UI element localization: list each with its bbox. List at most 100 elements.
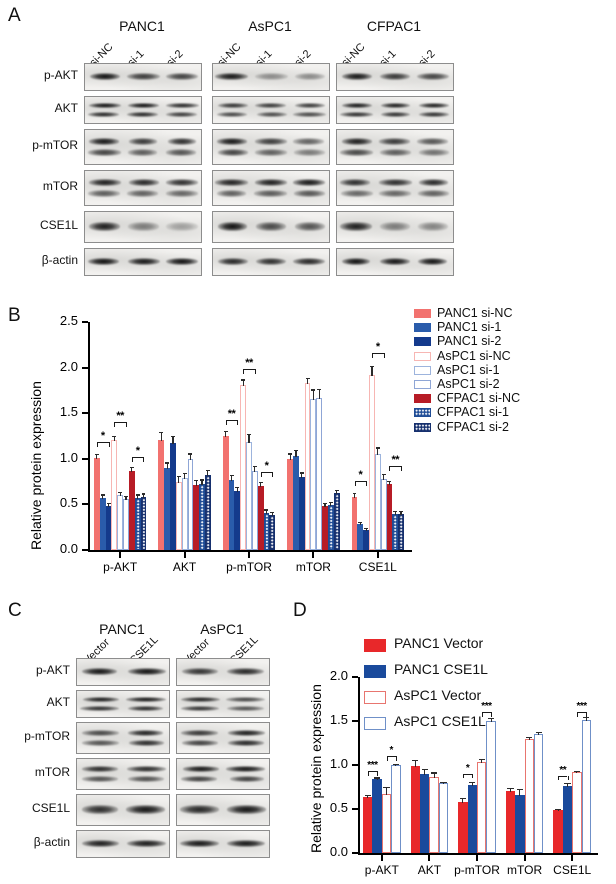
legend-label: CFPAC1 si-1 xyxy=(437,405,510,420)
blot-band xyxy=(380,72,410,81)
y-axis-tick-label: 2.5 xyxy=(59,313,78,328)
error-bar-cap xyxy=(293,450,298,452)
significance-bracket-left xyxy=(225,420,227,426)
error-bar xyxy=(388,480,391,486)
error-bar-cap xyxy=(205,469,210,471)
blot-band xyxy=(293,179,326,186)
blot-box xyxy=(84,96,202,124)
blot-background-texture xyxy=(177,691,269,717)
error-bar-cap xyxy=(288,453,293,455)
error-bar-cap xyxy=(369,365,374,367)
blot-band xyxy=(379,179,413,186)
error-bar xyxy=(125,495,127,500)
blot-band xyxy=(81,804,118,814)
blot-band xyxy=(126,72,160,81)
error-bar xyxy=(509,787,512,793)
legend-item: PANC1 si-2 xyxy=(414,334,614,348)
blot-band xyxy=(229,775,264,782)
blot-cellline-title-panc1: PANC1 xyxy=(119,18,165,34)
y-axis-tick xyxy=(82,412,88,415)
significance-line xyxy=(243,369,255,371)
x-axis-tick xyxy=(312,552,315,558)
blot-protein-label: mTOR xyxy=(42,179,78,193)
legend-swatch xyxy=(414,379,431,389)
blot-background-texture xyxy=(85,97,201,123)
significance-bracket-right xyxy=(272,471,274,477)
error-bar xyxy=(424,768,426,775)
error-bar xyxy=(172,436,174,445)
significance-bracket-left xyxy=(367,771,369,776)
error-bar-cap xyxy=(311,389,316,391)
significance-bracket-right xyxy=(377,771,379,776)
legend-swatch xyxy=(414,309,431,318)
error-bar xyxy=(471,782,473,787)
y-axis-tick xyxy=(352,676,358,678)
significance-line xyxy=(131,456,144,458)
blot-band xyxy=(255,72,288,81)
error-bar-cap xyxy=(252,466,257,468)
blot-band xyxy=(126,839,166,848)
significance-bracket-left xyxy=(576,712,578,717)
y-axis-tick-label: 0.5 xyxy=(329,800,348,815)
blot-band xyxy=(227,839,265,848)
blot-protein-label: mTOR xyxy=(34,765,70,779)
error-bar xyxy=(528,736,530,740)
blot-band xyxy=(82,775,119,782)
error-bar xyxy=(248,434,250,444)
error-bar xyxy=(330,501,332,507)
blot-protein-label: p-AKT xyxy=(35,663,70,677)
y-axis-tick-label: 1.5 xyxy=(59,404,78,420)
blot-box xyxy=(176,658,270,686)
x-axis-category-label: p-mTOR xyxy=(226,560,272,574)
blot-band xyxy=(340,190,373,197)
blot-band xyxy=(126,190,159,197)
blot-protein-label: CSE1L xyxy=(39,218,78,232)
blot-background-texture xyxy=(213,97,329,123)
significance-bracket-left xyxy=(96,442,98,448)
error-bar-cap xyxy=(305,377,310,379)
bar-AKT-AsPC1-CSE1L xyxy=(438,783,449,853)
y-axis-tick xyxy=(352,764,358,766)
bar-AKT-PANC1-Vector xyxy=(410,765,420,853)
significance-bracket-right xyxy=(491,712,493,717)
error-bar-cap xyxy=(159,431,164,434)
error-bar xyxy=(442,781,445,785)
blot-band xyxy=(295,103,325,109)
significance-line xyxy=(367,771,378,773)
blot-band xyxy=(128,103,159,109)
error-bar-cap xyxy=(129,467,134,469)
blot-band xyxy=(254,190,287,197)
blot-band xyxy=(129,739,164,746)
error-bar xyxy=(184,472,186,479)
blot-background-texture xyxy=(85,130,201,164)
blot-protein-label: p-mTOR xyxy=(32,138,78,152)
blot-band xyxy=(83,697,119,703)
error-bar-cap xyxy=(182,472,187,475)
blot-band xyxy=(294,149,326,156)
blot-band xyxy=(82,839,119,848)
error-bar xyxy=(400,510,402,515)
error-bar xyxy=(225,430,227,437)
significance-star: * xyxy=(375,341,380,353)
error-bar-cap xyxy=(430,772,438,774)
error-bar-cap xyxy=(478,758,485,761)
y-axis-tick-label: 0.0 xyxy=(59,541,78,556)
blot-band xyxy=(88,103,122,109)
blot-band xyxy=(165,190,198,197)
significance-star: * xyxy=(264,459,269,472)
error-bar-cap xyxy=(440,781,447,783)
blot-band xyxy=(340,111,373,117)
blot-band xyxy=(342,72,372,81)
legend-item: CFPAC1 si-2 xyxy=(414,420,614,434)
error-bar xyxy=(538,731,540,736)
blot-band xyxy=(127,766,167,773)
x-axis xyxy=(358,853,598,856)
western-blot-panel-c: PANC1 AsPC1 Vector CSE1L Vector CSE1L p-AKT AKT… xyxy=(0,595,300,884)
legend-item: PANC1 Vector xyxy=(364,635,594,661)
blot-band xyxy=(127,667,166,676)
blot-background-texture xyxy=(177,759,269,789)
significance-bracket-left xyxy=(389,466,391,472)
legend-item: AsPC1 si-NC xyxy=(414,349,614,363)
legend-item: AsPC1 si-1 xyxy=(414,363,614,377)
y-axis-tick xyxy=(82,457,88,460)
